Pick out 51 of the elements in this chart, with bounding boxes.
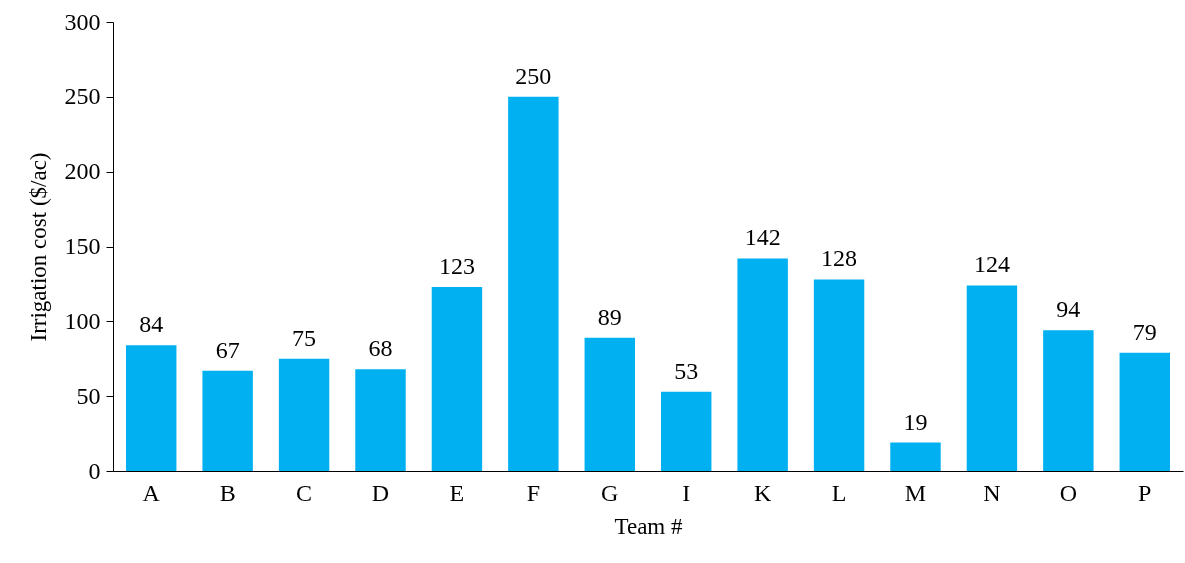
x-tick-label: K xyxy=(753,479,772,506)
data-label: 94 xyxy=(1056,296,1081,323)
data-label: 84 xyxy=(139,311,164,338)
bar xyxy=(431,286,483,471)
data-label: 128 xyxy=(821,245,858,272)
y-tick-label: 250 xyxy=(64,83,101,110)
bar xyxy=(202,370,253,471)
data-label: 67 xyxy=(215,336,240,363)
data-label: 68 xyxy=(368,335,393,362)
y-tick-label: 0 xyxy=(88,457,101,484)
bar xyxy=(1043,330,1094,471)
y-tick-label: 100 xyxy=(64,307,101,334)
data-label: 75 xyxy=(292,324,317,351)
x-tick-label: O xyxy=(1059,479,1078,506)
x-tick-label: P xyxy=(1138,479,1152,506)
data-label: 89 xyxy=(597,303,622,330)
y-tick-label: 50 xyxy=(76,382,101,409)
bar xyxy=(1119,352,1171,471)
bar xyxy=(813,279,865,471)
bar xyxy=(355,369,406,471)
y-tick-label: 150 xyxy=(64,233,101,259)
bar xyxy=(508,96,559,471)
x-tick-label: A xyxy=(142,479,161,506)
data-label: 250 xyxy=(515,62,552,89)
x-tick-label: E xyxy=(449,479,465,506)
x-tick-label: N xyxy=(983,479,1001,506)
bar xyxy=(737,258,788,471)
bar xyxy=(278,358,330,471)
x-tick-label: C xyxy=(296,479,313,506)
y-axis-title: Irrigation cost ($/ac) xyxy=(25,152,51,342)
x-tick-label: M xyxy=(904,479,927,506)
x-tick-label: D xyxy=(371,479,390,506)
bar xyxy=(660,391,712,471)
x-tick-label: G xyxy=(601,479,619,506)
bar xyxy=(125,345,177,471)
x-axis-title: Team # xyxy=(614,513,683,539)
data-label: 19 xyxy=(903,408,928,435)
data-label: 142 xyxy=(744,224,781,251)
y-tick-label: 200 xyxy=(64,158,101,185)
bar xyxy=(584,337,636,471)
x-tick-label: B xyxy=(219,479,236,506)
data-label: 124 xyxy=(973,251,1010,278)
x-tick-label: L xyxy=(831,479,847,506)
bar xyxy=(966,285,1018,471)
bar xyxy=(890,442,941,471)
x-tick-label: F xyxy=(526,479,541,506)
x-tick-label: I xyxy=(682,479,691,506)
data-label: 53 xyxy=(674,357,699,384)
data-label: 79 xyxy=(1132,318,1157,345)
y-tick-label: 300 xyxy=(64,8,101,35)
data-label: 123 xyxy=(438,252,475,279)
